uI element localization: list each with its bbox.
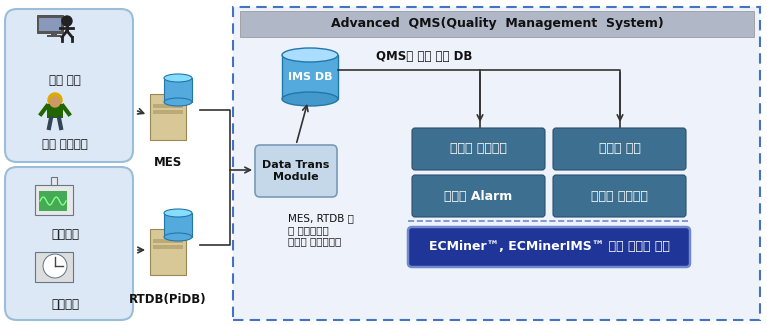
Text: MES: MES	[154, 155, 182, 168]
FancyBboxPatch shape	[412, 175, 545, 217]
FancyBboxPatch shape	[5, 9, 133, 162]
Bar	[51, 33, 57, 35]
Text: Advanced  QMS(Quality  Management  System): Advanced QMS(Quality Management System)	[331, 18, 663, 31]
Text: 실시간 분석: 실시간 분석	[598, 142, 640, 155]
Text: 품질 검사: 품질 검사	[49, 74, 81, 87]
Text: 부적합 Alarm: 부적합 Alarm	[444, 189, 512, 202]
Bar	[47, 35, 61, 37]
Text: ECMiner™, ECMinerIMS™ 기반 시스템 구축: ECMiner™, ECMinerIMS™ 기반 시스템 구축	[429, 240, 670, 254]
Bar	[164, 213, 192, 237]
Text: 측정장비: 측정장비	[51, 298, 79, 311]
Circle shape	[62, 16, 72, 26]
Bar	[39, 191, 67, 211]
FancyBboxPatch shape	[408, 227, 690, 267]
Bar	[35, 185, 73, 215]
Bar	[37, 15, 63, 33]
Text: 실시간 모니터링: 실시간 모니터링	[450, 142, 507, 155]
Bar	[51, 177, 57, 185]
Bar	[47, 104, 63, 118]
Bar	[39, 18, 61, 31]
Text: IMS DB: IMS DB	[288, 72, 332, 82]
Text: QMS를 위한 통합 DB: QMS를 위한 통합 DB	[376, 50, 472, 63]
Ellipse shape	[164, 209, 192, 217]
Bar	[153, 245, 183, 249]
Ellipse shape	[164, 74, 192, 82]
Bar	[153, 104, 183, 108]
Circle shape	[48, 93, 62, 107]
Text: 현장 엔지니어: 현장 엔지니어	[42, 137, 88, 150]
FancyBboxPatch shape	[553, 175, 686, 217]
Ellipse shape	[164, 98, 192, 106]
Text: RTDB(PiDB): RTDB(PiDB)	[129, 293, 207, 306]
Ellipse shape	[164, 233, 192, 241]
Ellipse shape	[282, 48, 338, 62]
Bar	[153, 239, 183, 243]
Text: Data Trans
Module: Data Trans Module	[262, 160, 330, 182]
FancyBboxPatch shape	[412, 128, 545, 170]
Text: MES, RTDB 등
타 시스템과의
데이터 인터페이스: MES, RTDB 등 타 시스템과의 데이터 인터페이스	[288, 214, 354, 247]
Bar	[282, 55, 338, 99]
Ellipse shape	[282, 92, 338, 106]
FancyBboxPatch shape	[255, 145, 337, 197]
Bar	[35, 252, 73, 282]
FancyBboxPatch shape	[233, 7, 760, 320]
FancyBboxPatch shape	[5, 167, 133, 320]
FancyBboxPatch shape	[553, 128, 686, 170]
Bar	[150, 229, 186, 275]
Text: 계측장비: 계측장비	[51, 228, 79, 241]
Circle shape	[43, 254, 67, 278]
Text: 다변량 품질관리: 다변량 품질관리	[591, 189, 648, 202]
Bar	[240, 11, 754, 37]
Circle shape	[50, 97, 60, 107]
Bar	[164, 78, 192, 102]
Bar	[150, 94, 186, 140]
Bar	[153, 110, 183, 114]
